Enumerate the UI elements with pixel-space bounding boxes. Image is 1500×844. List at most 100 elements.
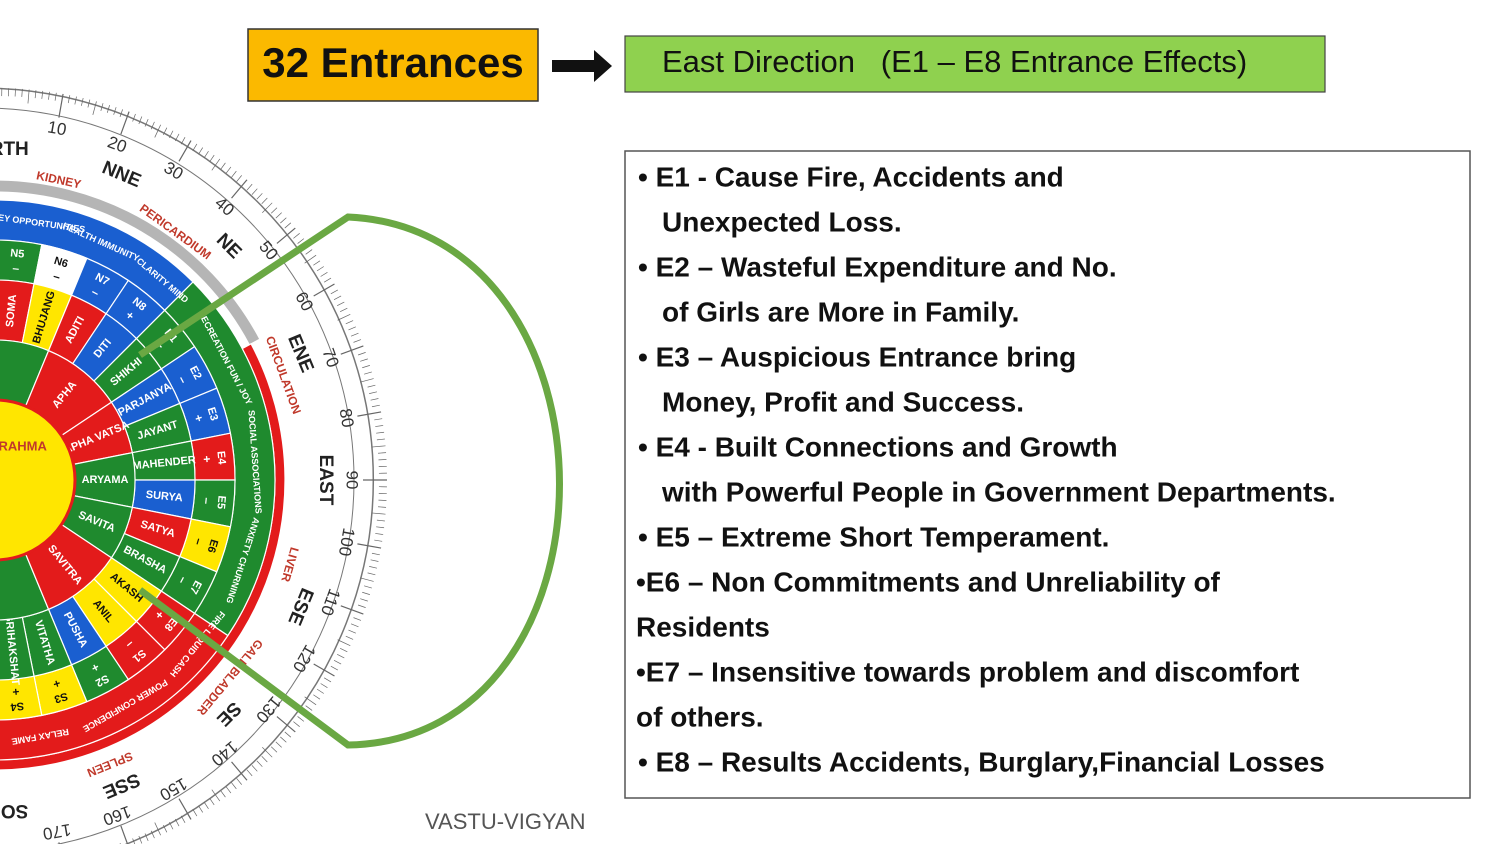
effect-line: Money, Profit and Success. [662,386,1024,417]
effect-line: with Powerful People in Government Depar… [661,476,1336,507]
degree-tick [246,183,253,191]
effect-line: • E2 – Wasteful Expenditure and No. [638,251,1117,282]
entrance-label: E7 [187,578,204,596]
effect-line: • E8 – Results Accidents, Burglary,Finan… [638,746,1325,777]
degree-tick [376,431,385,434]
degree-tick [320,271,328,277]
degree-tick [353,617,362,621]
inner-deity-label: ARYAMA [82,474,129,486]
entrance-label: N7 [93,271,111,288]
degree-tick [367,384,376,388]
degree-tick [132,838,136,844]
degree-tick [275,741,282,748]
degree-tick [120,825,129,844]
degree-tick [119,109,123,118]
degree-tick [163,824,168,833]
degree-tick [345,320,354,325]
degree-tick [357,543,382,549]
entrance-label: E3 [205,406,220,422]
entrance-sign: – [191,537,206,548]
degree-tick [293,233,300,239]
degree-tick [337,639,351,646]
degree-tick [87,99,91,108]
degree-tick [231,170,237,178]
entrance-label: S2 [93,672,111,689]
effect-line: of Girls are More in Family. [662,296,1019,327]
degree-tick [376,526,385,529]
degree-tick [337,314,351,321]
degree-tick [246,769,253,777]
degree-tick [284,222,292,229]
degree-tick [192,808,198,817]
degree-tick [180,136,186,145]
degree-tick [27,89,30,104]
degree-tick [378,452,387,454]
degree-tick [211,789,221,802]
degree-tick [378,506,387,508]
degree-tick [81,97,84,106]
degree-tick [330,289,339,295]
degree-tick [348,629,356,634]
degree-tick [144,119,149,127]
degree-tick [256,760,263,767]
degree-tick [357,604,366,608]
degree-tick [150,830,155,839]
degree-tick [345,635,354,640]
effects-list: • E1 - Cause Fire, Accidents and Unexpec… [636,161,1336,777]
entrance-sign: – [12,261,20,276]
degree-tick [41,90,44,99]
effect-line: • E3 – Auspicious Entrance bring [638,341,1076,372]
degree-tick [209,154,215,162]
degree-tick [357,411,382,417]
entrance-sign: + [199,455,214,463]
title-box [247,28,539,102]
degree-tick [360,358,368,362]
core-ring [0,398,77,562]
degree-tick [364,585,372,589]
degree-tick [369,391,378,394]
degree-label: 170 [41,820,72,844]
center-label: BRAHMA [0,439,47,454]
degree-tick [336,301,345,306]
degree-tick [261,197,268,205]
degree-tick [280,736,287,743]
degree-tick [280,217,287,224]
degree-tick [276,716,296,733]
effect-line: Residents [636,611,770,642]
degree-tick [198,805,204,813]
effect-line: • E4 - Built Connections and Growth [638,431,1118,462]
degree-tick [174,818,180,827]
degree-tick [371,404,380,408]
subtitle-box [624,35,1326,93]
degree-tick [360,598,368,602]
degree-tick [333,659,342,665]
degree-tick [48,91,50,100]
degree-tick [169,130,174,139]
degree-tick [305,705,313,711]
degree-label: 10 [46,117,68,139]
degree-tick [163,127,168,136]
degree-tick [178,798,192,820]
degree-tick [313,283,335,297]
effect-line: of others. [636,701,764,732]
deity-label: SURYA [145,489,183,505]
title: 32 Entrances [262,39,523,86]
degree-tick [270,207,278,214]
degree-tick [313,663,335,677]
degree-tick [313,260,321,266]
degree-tick [304,254,317,264]
degree-tick [270,746,278,753]
effect-line: • E5 – Extreme Short Temperament. [638,521,1109,552]
degree-tick [262,747,273,758]
degree-tick [360,577,374,582]
degree-tick [362,591,370,595]
effects-box [624,150,1471,799]
effect-line: Unexpected Loss. [662,206,902,237]
degree-tick [353,339,362,343]
degree-tick [225,166,232,174]
degree-tick [138,835,143,844]
degree-tick [333,295,342,301]
degree-tick [225,786,232,794]
degree-tick [330,665,339,671]
degree-tick [120,111,130,135]
